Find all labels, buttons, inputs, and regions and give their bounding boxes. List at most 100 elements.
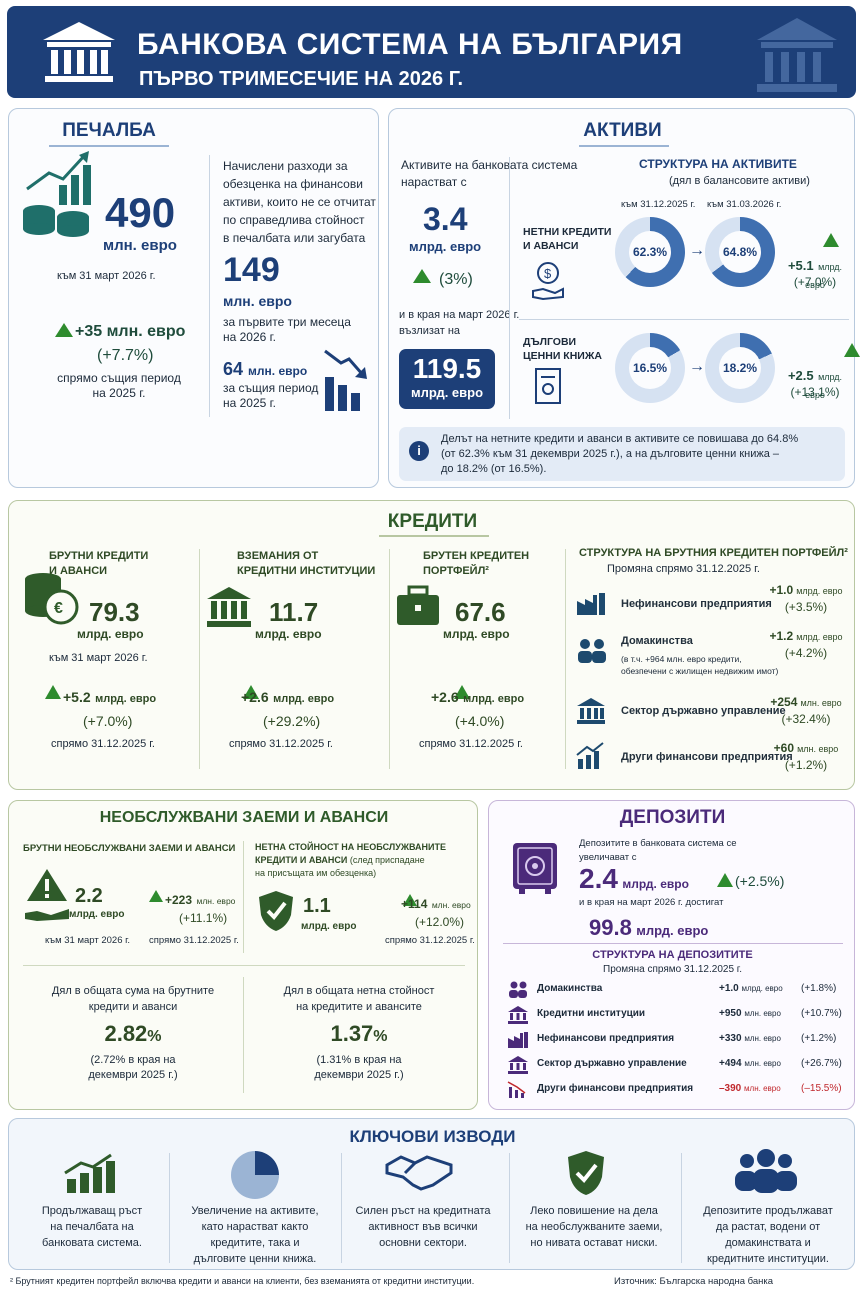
- loans-before-value: 62.3%: [633, 245, 668, 259]
- gross-loans-note: спрямо 31.12.2025 г.: [51, 738, 155, 750]
- profit-change: +35 млн. евро: [75, 323, 186, 340]
- svg-text:€: €: [54, 600, 63, 617]
- decline-chart-icon: [324, 349, 367, 411]
- deposit-row-change: +1.0 млрд. евро: [719, 983, 783, 994]
- shield-check-icon: [259, 891, 293, 931]
- loan-row-note: (в т.ч. +964 млн. евро кредити, обезпечен…: [621, 654, 779, 676]
- deposits-total: 99.8 млрд. евро: [589, 915, 709, 940]
- npl-net-label: НЕТНА СТОЙНОСТ НА НЕОБСЛУЖВАНИТЕ КРЕДИТИ …: [255, 842, 446, 878]
- bank-building-watermark-icon: [757, 18, 837, 92]
- deposit-row-pct: (+1.8%): [801, 983, 837, 994]
- deposit-structure-sub: Промяна спрямо 31.12.2025 г.: [603, 964, 742, 975]
- loans-after-value: 64.8%: [723, 245, 758, 259]
- impairment-unit: млн. евро: [223, 293, 292, 309]
- loan-row-label: Домакинства: [621, 635, 693, 647]
- footnote: ² Брутният кредитен портфейл включва кре…: [10, 1276, 475, 1286]
- deposits-title: ДЕПОЗИТИ: [619, 807, 726, 828]
- npl-gross-pct: (+11.1%): [179, 911, 228, 925]
- growth-bars-icon: [64, 1153, 115, 1193]
- growth-chart-icon: [576, 742, 604, 769]
- deposits-end-note: и в края на март 2026 г. достигат: [579, 897, 724, 908]
- handshake-icon: [385, 1155, 453, 1191]
- conclusion-3: Силен ръст на кредитната активност във вс…: [355, 1205, 491, 1249]
- up-arrow-icon: [243, 685, 260, 699]
- assets-end-note: и в края на март 2026 г. възлизат на: [399, 309, 520, 337]
- debt-after-value: 18.2%: [723, 361, 758, 375]
- money-hand-icon: $: [532, 262, 564, 301]
- prev-impairment-note: за същия период на 2025 г.: [223, 381, 319, 410]
- loan-row-change: +1.2 млрд. евро: [769, 629, 843, 643]
- deposit-rows: Домакинства +1.0 млрд. евро (+1.8%) Кред…: [503, 981, 847, 1103]
- deposit-row-change: +330 млн. евро: [719, 1033, 781, 1044]
- government-icon: [577, 698, 605, 724]
- debt-donut-before: [615, 333, 685, 403]
- decline-chart-icon: [507, 1081, 526, 1098]
- npl-share-gross-value: 2.82%: [104, 1021, 162, 1046]
- info-icon: i: [409, 441, 429, 461]
- deposit-row-label: Сектор държавно управление: [537, 1058, 687, 1069]
- header-banner: БАНКОВА СИСТЕМА НА БЪЛГАРИЯ ПЪРВО ТРИМЕС…: [7, 6, 856, 98]
- deposit-row-change: +950 млн. евро: [719, 1008, 781, 1019]
- svg-text:$: $: [544, 266, 552, 281]
- safe-icon: [513, 843, 557, 894]
- assets-panel: АКТИВИ Активите на банковата система нара…: [388, 108, 860, 488]
- conclusion-5: Депозитите продължават да растат, водени …: [703, 1205, 833, 1265]
- conclusion-2: Увеличение на активите, като нарастват ка…: [191, 1205, 319, 1265]
- up-arrow-icon: [453, 685, 470, 699]
- profit-unit: млн. евро: [103, 237, 177, 254]
- deposit-row-pct: (+26.7%): [801, 1058, 842, 1069]
- npl-net-unit: млрд. евро: [301, 921, 357, 932]
- deposit-row-label: Други финансови предприятия: [537, 1083, 694, 1094]
- impairment-value: 149: [223, 251, 280, 289]
- page-title: БАНКОВА СИСТЕМА НА БЪЛГАРИЯ: [137, 28, 683, 61]
- government-icon: [508, 1056, 528, 1074]
- npl-gross-label: БРУТНИ НЕОБСЛУЖВАНИ ЗАЕМИ И АВАНСИ: [23, 843, 236, 854]
- npl-net-change: +114 млн. евро: [401, 897, 471, 911]
- up-arrow-icon: [55, 323, 73, 337]
- loans-donut-before: [615, 217, 685, 287]
- deposits-intro: Депозитите в банковата система се увелича…: [579, 838, 737, 863]
- deposits-growth: 2.4 млрд. евро: [579, 863, 689, 894]
- warning-hand-icon: [25, 869, 69, 921]
- npl-gross-date: към 31 март 2026 г.: [45, 935, 131, 946]
- assets-growth-pct: (3%): [439, 271, 473, 288]
- npl-panel: НЕОБСЛУЖВАНИ ЗАЕМИ И АВАНСИ БРУТНИ НЕОБС…: [8, 800, 478, 1110]
- asset-structure-sub: (дял в балансовите активи): [669, 175, 810, 187]
- up-arrow-icon: [149, 890, 163, 902]
- impairment-description: Начислени разходи за обезценка на финансо…: [223, 159, 376, 245]
- assets-total-unit: млрд. евро: [410, 385, 484, 400]
- npl-gross-unit: млрд. евро: [69, 909, 125, 920]
- certificate-icon: [535, 368, 561, 404]
- npl-share-net-value: 1.37%: [330, 1021, 388, 1046]
- loan-row-pct: (+32.4%): [781, 712, 831, 726]
- debt-securities-label: ДЪЛГОВИ ЦЕННИ КНИЖА: [523, 336, 602, 362]
- assets-growth: 3.4: [423, 201, 468, 237]
- household-icon: [509, 981, 527, 998]
- deposit-row-label: Кредитни институции: [537, 1008, 646, 1019]
- npl-net-pct: (+12.0%): [415, 915, 465, 929]
- loan-row-label: Нефинансови предприятия: [621, 598, 772, 610]
- npl-gross-value: 2.2: [75, 885, 103, 907]
- deposit-row-label: Нефинансови предприятия: [537, 1033, 675, 1044]
- arrow-right-icon: →: [689, 242, 705, 259]
- page-subtitle: ПЪРВО ТРИМЕСЕЧИЕ НА 2026 Г.: [139, 68, 464, 90]
- interbank-pct: (+29.2%): [263, 713, 321, 729]
- impairment-note: за първите три месеца на 2026 г.: [223, 315, 351, 344]
- people-group-icon: [735, 1149, 797, 1193]
- loan-row-pct: (+3.5%): [784, 600, 828, 614]
- up-arrow-icon: [823, 233, 840, 247]
- euro-coins-icon: €: [25, 573, 79, 625]
- npl-share-gross-note: (2.72% в края на декември 2025 г.): [88, 1054, 178, 1081]
- assets-total: 119.5: [412, 353, 482, 384]
- npl-title: НЕОБСЛУЖВАНИ ЗАЕМИ И АВАНСИ: [99, 809, 389, 826]
- assets-title: АКТИВИ: [583, 120, 662, 141]
- col-after: към 31.03.2026 г.: [707, 199, 782, 210]
- credits-panel: КРЕДИТИ БРУТНИ КРЕДИТИ И АВАНСИ € 79.3 мл…: [8, 500, 855, 790]
- conclusion-4: Леко повишение на дела на необслужваните …: [525, 1205, 663, 1249]
- npl-gross-note: спрямо 31.12.2025 г.: [149, 935, 239, 946]
- loan-portfolio-pct: (+4.0%): [455, 713, 505, 729]
- up-arrow-icon: [45, 685, 61, 699]
- loan-row-pct: (+4.2%): [784, 646, 828, 660]
- loan-portfolio-note: спрямо 31.12.2025 г.: [419, 738, 523, 750]
- npl-gross-change: +223 млн. евро: [165, 893, 236, 907]
